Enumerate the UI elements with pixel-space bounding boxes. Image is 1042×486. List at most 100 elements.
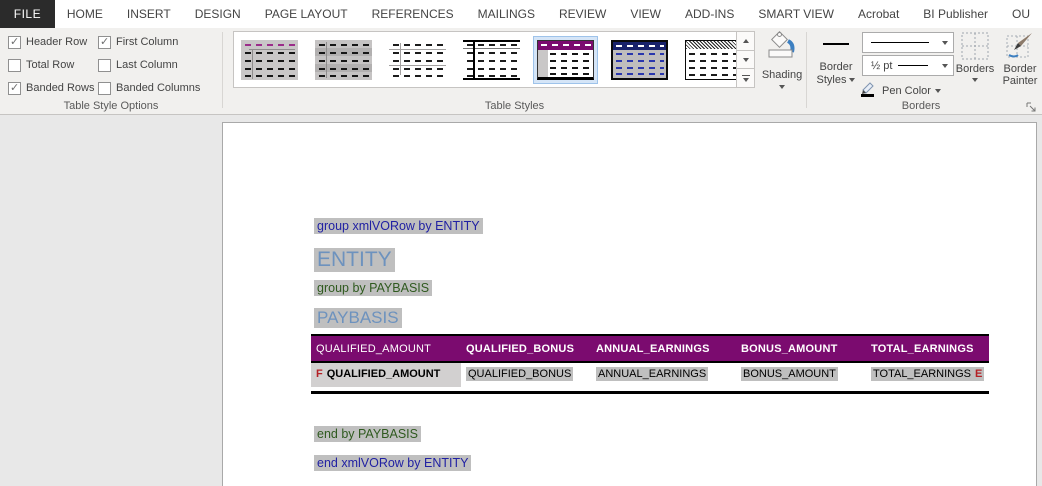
table-style-swatch[interactable] [237, 36, 302, 84]
table-style-swatch[interactable] [385, 36, 450, 84]
border-styles-label-2: Styles [816, 74, 847, 86]
checkbox-icon[interactable] [98, 81, 111, 95]
bip-end-group-open-tag[interactable]: end xmlVORow by ENTITY [314, 455, 472, 471]
table-style-swatch[interactable] [607, 36, 672, 84]
style-option-checkbox[interactable]: First Column [98, 35, 230, 49]
checkbox-icon[interactable] [98, 58, 111, 72]
borders-button[interactable]: Borders [955, 32, 995, 82]
ribbon-tab[interactable]: Acrobat [857, 7, 900, 21]
table-style-swatch[interactable] [311, 36, 376, 84]
pen-color-button[interactable]: Pen Color [860, 80, 941, 102]
checkbox-icon[interactable] [98, 35, 111, 49]
ribbon-tab[interactable]: PAGE LAYOUT [264, 7, 348, 21]
field-end-marker: E [975, 368, 983, 380]
border-styles-button[interactable]: Border Styles [811, 33, 861, 87]
bip-end-group-tag[interactable]: end by PAYBASIS [314, 426, 421, 442]
dropdown-arrow-icon [942, 40, 948, 45]
paybasis-heading-field[interactable]: PAYBASIS [314, 308, 402, 328]
ribbon-tab[interactable]: MAILINGS [477, 7, 535, 21]
group-separator [222, 32, 223, 108]
border-painter-button[interactable]: Border Painter [997, 32, 1042, 87]
tab-file[interactable]: FILE [0, 0, 55, 28]
table-header-cell[interactable]: QUALIFIED_AMOUNT [316, 342, 432, 355]
ribbon-tab-bar: FILE HOME INSERT DESIGN PAGE LAYOUT REFE… [0, 0, 1042, 28]
ribbon-tab[interactable]: BI Publisher [923, 7, 988, 21]
checkbox-label: Banded Columns [116, 82, 201, 94]
table-style-thumbnail-icon [611, 39, 668, 80]
style-option-checkbox[interactable]: Last Column [98, 58, 230, 72]
group-separator [806, 32, 807, 108]
border-painter-label-2: Painter [1002, 75, 1038, 87]
line-style-combo[interactable] [862, 32, 954, 53]
document-canvas: group xmlVORow by ENTITY ENTITY group by… [0, 115, 1042, 486]
table-style-thumbnail-icon [241, 39, 298, 80]
dropdown-arrow-icon [972, 78, 978, 82]
document-page[interactable]: group xmlVORow by ENTITY ENTITY group by… [222, 122, 1037, 486]
dropdown-arrow-icon [849, 78, 856, 82]
table-style-swatch[interactable] [459, 36, 524, 84]
shading-button[interactable]: Shading [758, 31, 806, 111]
borders-grid-icon [961, 32, 989, 63]
down-arrow-icon [742, 57, 749, 62]
shading-label: Shading [761, 69, 803, 81]
checkbox-icon[interactable] [8, 58, 21, 72]
dropdown-arrow-icon [934, 89, 941, 93]
checkbox-icon[interactable] [8, 81, 21, 95]
ribbon-tab[interactable]: INSERT [126, 7, 171, 21]
ribbon-tab[interactable]: ADD-INS [685, 7, 735, 21]
table-styles-gallery [233, 31, 755, 88]
table-style-options-group: Header Row First Column Total Row Last C… [8, 35, 230, 95]
table-style-swatch[interactable] [681, 36, 746, 84]
gallery-scrollbar [736, 32, 754, 88]
ribbon-tab[interactable]: DESIGN [194, 7, 241, 21]
table-style-swatch[interactable] [533, 35, 598, 84]
ribbon-tab[interactable]: REFERENCES [371, 7, 454, 21]
dropdown-arrow-icon [779, 85, 785, 89]
style-option-checkbox[interactable]: Total Row [8, 58, 98, 72]
field-name: QUALIFIED_BONUS [468, 368, 572, 380]
table-header-cell[interactable]: TOTAL_EARNINGS [871, 342, 974, 355]
table-style-thumbnail-icon [685, 39, 742, 80]
border-painter-label-1: Border [1003, 63, 1037, 75]
ribbon-tab[interactable]: HOME [66, 7, 103, 21]
bip-group-by-tag[interactable]: group by PAYBASIS [314, 280, 433, 296]
table-header-row: QUALIFIED_AMOUNT QUALIFIED_BONUS ANNUAL_… [311, 336, 989, 363]
ribbon-tab[interactable]: REVIEW [559, 7, 607, 21]
field-name: QUALIFIED_AMOUNT [326, 368, 441, 380]
gallery-scroll-down-button[interactable] [737, 50, 754, 70]
line-weight-combo[interactable]: ½ pt [862, 55, 954, 76]
table-data-cell[interactable]: TOTAL_EARNINGS E [866, 363, 989, 387]
group-label-borders: Borders [901, 100, 941, 112]
pen-color-icon [860, 81, 878, 101]
style-option-checkbox[interactable]: Banded Columns [98, 81, 230, 95]
gallery-more-button[interactable] [737, 69, 754, 88]
table-data-cell[interactable]: BONUS_AMOUNT [736, 363, 866, 387]
up-arrow-icon [742, 38, 749, 43]
pen-color-label: Pen Color [882, 85, 931, 97]
table-header-cell[interactable]: BONUS_AMOUNT [741, 342, 838, 355]
table-header-cell[interactable]: ANNUAL_EARNINGS [596, 342, 710, 355]
checkbox-label: Header Row [26, 36, 88, 48]
style-option-checkbox[interactable]: Banded Rows [8, 81, 98, 95]
ribbon-tab[interactable]: OU [1012, 7, 1030, 21]
style-option-checkbox[interactable]: Header Row [8, 35, 98, 49]
gallery-scroll-up-button[interactable] [737, 32, 754, 51]
bip-group-open-tag[interactable]: group xmlVORow by ENTITY [314, 218, 483, 234]
table-data-cell[interactable]: QUALIFIED_BONUS [461, 363, 591, 387]
checkbox-icon[interactable] [8, 35, 21, 49]
entity-heading-field[interactable]: ENTITY [314, 248, 395, 272]
checkbox-label: Last Column [116, 59, 178, 71]
down-arrow-icon [742, 77, 749, 82]
table-data-cell[interactable]: F QUALIFIED_AMOUNT [311, 363, 461, 387]
field-start-marker: F [316, 368, 323, 380]
borders-dialog-launcher-button[interactable] [1026, 100, 1037, 112]
group-label-table-style-options: Table Style Options [63, 100, 159, 112]
group-label-table-styles: Table Styles [484, 100, 545, 112]
borders-button-label: Borders [955, 63, 995, 75]
ribbon-tab[interactable]: SMART VIEW [758, 7, 834, 21]
ribbon-tab[interactable]: VIEW [630, 7, 662, 21]
table-data-row: F QUALIFIED_AMOUNT QUALIFIED_BONUS ANNUAL… [311, 363, 989, 387]
table-data-cell[interactable]: ANNUAL_EARNINGS [591, 363, 736, 387]
table-header-cell[interactable]: QUALIFIED_BONUS [466, 342, 575, 355]
